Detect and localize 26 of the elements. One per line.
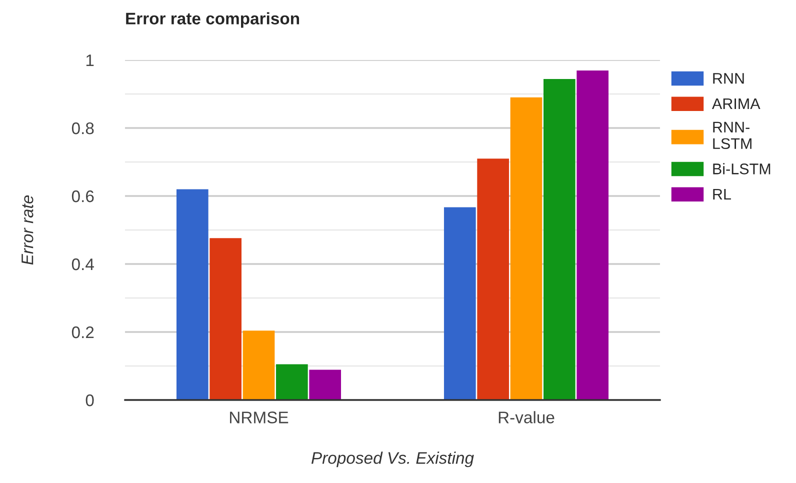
y-tick-label: 0.2 (72, 326, 94, 338)
bar (210, 238, 242, 400)
bar (477, 158, 509, 400)
bar (576, 70, 609, 400)
y-axis-title: Error rate (22, 195, 34, 265)
legend-label: RNN (713, 73, 744, 84)
x-tick-label: R-value (498, 411, 554, 424)
legend-label: Bi-LSTM (713, 163, 770, 174)
y-tick-label: 0.4 (72, 258, 94, 270)
bar (544, 79, 576, 400)
bar (242, 330, 275, 400)
x-tick-label: NRMSE (230, 412, 288, 424)
bar (444, 207, 476, 400)
y-tick-label: 0.8 (72, 122, 94, 134)
y-tick-label: 1 (86, 54, 94, 66)
bar (510, 97, 542, 400)
bar (276, 364, 308, 400)
bar (309, 370, 342, 400)
legend-label: ARIMA (712, 98, 760, 110)
x-axis-title: Proposed Vs. Existing (311, 452, 474, 468)
bar (176, 189, 208, 400)
y-tick-label: 0.6 (72, 190, 94, 202)
chart-title: Error rate comparison (126, 12, 300, 28)
legend-label: RNN-LSTM (713, 122, 752, 150)
legend-label: RL (713, 189, 731, 200)
y-tick-label: 0 (86, 394, 94, 406)
